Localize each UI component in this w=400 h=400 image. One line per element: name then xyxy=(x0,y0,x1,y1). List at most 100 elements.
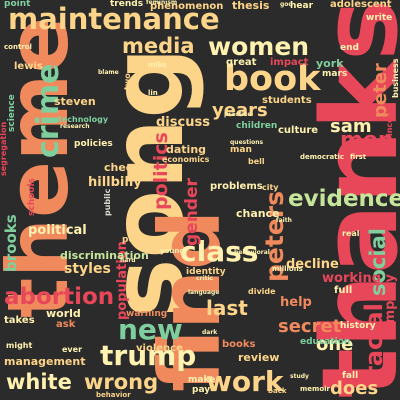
word-hear: hear xyxy=(290,1,314,11)
word-two: two xyxy=(123,73,132,90)
word-great: great xyxy=(226,57,257,68)
word-public: public xyxy=(103,188,112,216)
word-thesis: thesis xyxy=(232,0,270,12)
word-children: children xyxy=(236,121,278,131)
word-evidence: evidence xyxy=(288,186,400,212)
word-education: education xyxy=(300,337,351,347)
word-culture: culture xyxy=(278,125,319,136)
word-women: women xyxy=(208,32,310,61)
word-review: review xyxy=(238,351,280,364)
word-york: york xyxy=(316,57,344,70)
word-hard: hard xyxy=(120,257,136,264)
word-technology: technology xyxy=(58,115,109,124)
word-white: white xyxy=(6,370,72,394)
word-feminism: feminism xyxy=(146,0,178,6)
word-working: working xyxy=(322,271,382,286)
word-poor: poor xyxy=(122,235,146,245)
word-pay: pay xyxy=(192,385,211,395)
word-full: full xyxy=(334,285,353,296)
word-maintenance: maintenance xyxy=(8,2,220,36)
word-might: might xyxy=(6,341,33,350)
word-god: god xyxy=(280,1,293,8)
word-adolescent: adolescent xyxy=(330,0,392,10)
word-class: class xyxy=(180,235,259,268)
word-behavior: behavior xyxy=(96,391,131,399)
word-work: work xyxy=(206,365,284,398)
word-media: media xyxy=(122,34,195,58)
word-point: point xyxy=(4,0,31,9)
word-science: science xyxy=(7,94,17,132)
word-steven: steven xyxy=(54,95,96,108)
word-sam: sam xyxy=(330,116,372,137)
word-behavioral: behavioral xyxy=(234,249,270,256)
word-dating: dating xyxy=(166,143,207,156)
word-make: make xyxy=(188,375,216,385)
word-memoir: memoir xyxy=(300,385,330,393)
word-help: help xyxy=(280,295,312,310)
word-schools: schools xyxy=(27,178,37,216)
word-trends: trends xyxy=(110,0,144,9)
word-identity: identity xyxy=(186,267,226,277)
word-cheese: cheese xyxy=(104,161,148,174)
word-lewis: lewis xyxy=(14,61,43,72)
word-management: management xyxy=(4,355,86,368)
word-political: political xyxy=(28,223,87,238)
word-first: first xyxy=(350,153,367,161)
word-business: business xyxy=(391,58,400,98)
word-end: end xyxy=(340,43,359,53)
word-ever: ever xyxy=(62,345,83,354)
word-decline: decline xyxy=(286,257,339,272)
word-secret: secret xyxy=(278,316,342,337)
word-new: new xyxy=(118,313,183,346)
word-man: man xyxy=(230,145,252,155)
word-impact: impact xyxy=(270,57,309,68)
word-practice: practice xyxy=(224,111,252,118)
word-book: book xyxy=(224,59,321,99)
word-write: write xyxy=(366,13,393,23)
word-students: students xyxy=(262,95,312,106)
word-problems: problems xyxy=(210,181,263,192)
word-books: books xyxy=(222,339,256,350)
word-brooks: brooks xyxy=(2,214,20,272)
word-one: one xyxy=(316,334,354,355)
word-takes: takes xyxy=(4,315,35,326)
word-divide: divide xyxy=(248,287,276,296)
word-styles: styles xyxy=(64,261,111,277)
word-young: young xyxy=(160,247,185,255)
word-fall: fall xyxy=(342,371,359,381)
word-men: men xyxy=(340,128,394,153)
word-city: city xyxy=(262,183,279,192)
word-bell: bell xyxy=(248,157,265,166)
word-blame: blame xyxy=(98,69,119,76)
word-back: back xyxy=(268,387,287,395)
word-critic: critic xyxy=(196,275,214,282)
word-research: research xyxy=(60,123,90,130)
word-income: income xyxy=(385,103,394,136)
word-world: world xyxy=(46,307,81,320)
word-economics: economics xyxy=(162,155,210,164)
word-history: history xyxy=(340,321,376,331)
word-mike: mike xyxy=(148,61,167,69)
word-faith: faith xyxy=(276,217,292,224)
word-control: control xyxy=(4,43,32,51)
word-real: real xyxy=(342,229,360,238)
word-mars: mars xyxy=(322,69,348,79)
word-hillbilly: hillbilly xyxy=(88,175,142,190)
word-study: study xyxy=(290,373,309,380)
word-trump: trump xyxy=(100,339,197,372)
word-ask: ask xyxy=(56,319,76,330)
word-violence: violence xyxy=(136,343,183,354)
word-millions: millions xyxy=(272,265,303,273)
word-chance: chance xyxy=(236,207,280,220)
word-discuss: discuss xyxy=(156,115,210,130)
word-years: years xyxy=(212,100,268,121)
word-policies: policies xyxy=(74,139,113,149)
word-democratic: democratic xyxy=(300,153,345,161)
word-questions: questions xyxy=(230,139,264,146)
word-does: does xyxy=(330,378,379,399)
word-warning: warning xyxy=(126,309,168,319)
word-last: last xyxy=(206,296,248,320)
word-wrong: wrong xyxy=(84,370,159,394)
word-crime: crime xyxy=(31,63,66,158)
